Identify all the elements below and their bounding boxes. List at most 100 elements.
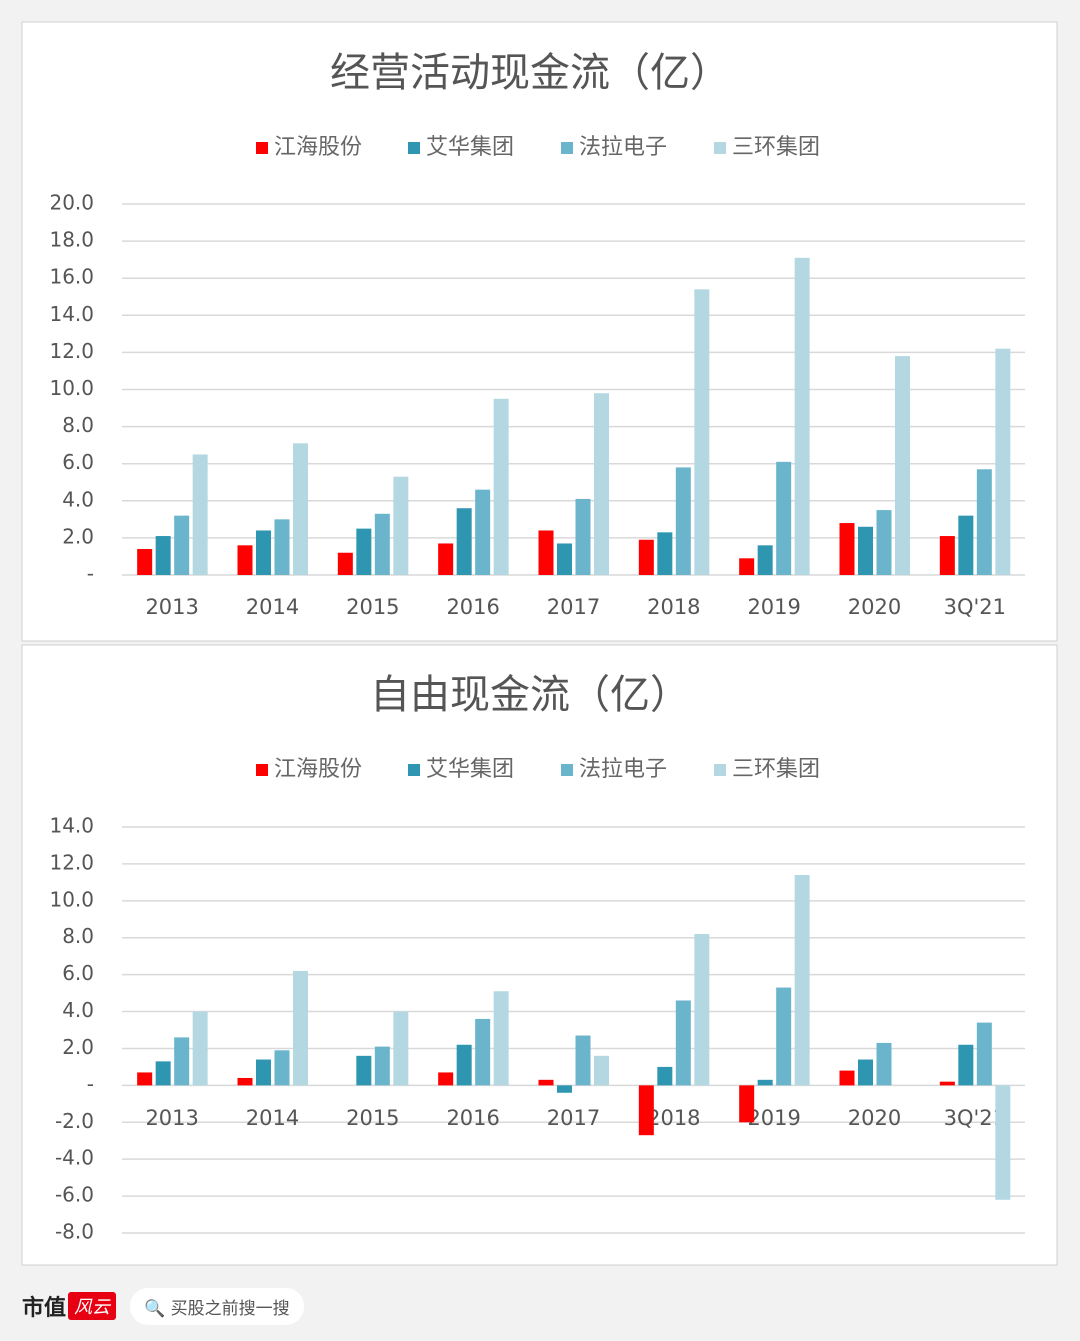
bar <box>493 991 509 1086</box>
bar <box>976 1022 992 1086</box>
x-tick-label: 2018 <box>647 1106 700 1130</box>
bar <box>438 1072 454 1086</box>
bar <box>374 1046 390 1086</box>
bar <box>976 469 992 575</box>
bar <box>675 1000 691 1086</box>
y-tick-label: 6.0 <box>62 450 94 474</box>
legend-swatch <box>408 142 420 154</box>
y-tick-label: 18.0 <box>49 228 94 252</box>
legend-label: 三环集团 <box>732 135 820 160</box>
legend-swatch <box>256 142 268 154</box>
x-tick-label: 2020 <box>848 1106 901 1130</box>
bar <box>393 476 409 575</box>
bar <box>739 558 755 575</box>
bar <box>256 1059 271 1086</box>
bar <box>493 398 509 575</box>
legend-label: 法拉电子 <box>579 757 667 782</box>
bar <box>192 1011 208 1086</box>
y-tick-label: - <box>87 562 94 586</box>
legend-swatch <box>714 764 726 776</box>
x-tick-label: 2015 <box>346 595 399 619</box>
bar <box>895 356 910 575</box>
bar <box>192 454 208 575</box>
x-tick-label: 2013 <box>145 1106 198 1130</box>
bar <box>657 1066 673 1086</box>
bar <box>675 467 691 575</box>
x-tick-label: 2016 <box>446 595 499 619</box>
legend-swatch <box>408 764 420 776</box>
bar <box>274 1050 290 1086</box>
chart-title: 经营活动现金流（亿） <box>330 50 730 96</box>
x-tick-label: 2015 <box>346 1106 399 1130</box>
y-tick-label: -4.0 <box>55 1146 94 1170</box>
y-tick-label: 8.0 <box>62 413 94 437</box>
bar <box>958 1044 974 1086</box>
bar <box>638 539 654 575</box>
bar <box>657 532 673 575</box>
bar <box>858 526 873 575</box>
legend-label: 法拉电子 <box>579 135 667 160</box>
y-tick-label: -8.0 <box>55 1220 94 1244</box>
y-tick-label: 16.0 <box>49 265 94 289</box>
x-tick-label: 2017 <box>547 1106 600 1130</box>
bar <box>475 1018 491 1086</box>
bar <box>393 1011 409 1086</box>
bar <box>958 515 974 575</box>
bar <box>757 545 773 575</box>
bar <box>694 934 710 1086</box>
bar <box>858 1059 873 1086</box>
legend-label: 艾华集团 <box>426 135 514 160</box>
bar <box>557 1085 572 1093</box>
bar <box>274 519 290 575</box>
y-tick-label: -2.0 <box>55 1109 94 1133</box>
bar <box>137 549 153 575</box>
search-box[interactable]: 🔍 买股之前搜一搜 <box>130 1287 304 1325</box>
bar <box>356 528 372 575</box>
legend-swatch <box>714 142 726 154</box>
bar <box>155 1061 171 1086</box>
y-tick-label: 12.0 <box>49 850 94 874</box>
y-tick-label: 8.0 <box>62 924 94 948</box>
panel <box>21 644 1058 1266</box>
y-tick-label: 4.0 <box>62 487 94 511</box>
bar <box>995 348 1011 575</box>
bar <box>293 443 308 575</box>
x-tick-label: 2019 <box>747 595 800 619</box>
bar <box>939 536 955 575</box>
bar <box>374 513 390 575</box>
bar <box>638 1085 654 1136</box>
legend-label: 江海股份 <box>274 757 362 782</box>
bar <box>794 257 810 575</box>
y-tick-label: 4.0 <box>62 998 94 1022</box>
bar <box>174 515 190 575</box>
y-tick-label: 10.0 <box>49 887 94 911</box>
legend-swatch <box>256 764 268 776</box>
x-tick-label: 3Q'21 <box>944 595 1006 619</box>
bar <box>995 1085 1011 1200</box>
y-tick-label: 14.0 <box>49 814 94 838</box>
bar <box>456 508 472 575</box>
legend-swatch <box>561 142 573 154</box>
bar <box>839 523 855 575</box>
bar <box>939 1081 955 1086</box>
bar <box>757 1079 773 1086</box>
bar <box>337 552 353 575</box>
bar <box>594 393 609 575</box>
y-tick-label: 12.0 <box>49 339 94 363</box>
bar <box>456 1044 472 1086</box>
bar <box>174 1037 190 1086</box>
legend-label: 艾华集团 <box>426 757 514 782</box>
bar <box>256 530 271 575</box>
y-tick-label: 14.0 <box>49 302 94 326</box>
bar <box>438 543 454 575</box>
charts: 经营活动现金流（亿）江海股份 艾华集团 法拉电子 三环集团-2.04.06.08.01… <box>21 21 1058 1266</box>
x-tick-label: 2018 <box>647 595 700 619</box>
x-tick-label: 2019 <box>747 1106 800 1130</box>
bar <box>293 970 308 1086</box>
bar <box>237 545 253 575</box>
legend-label: 江海股份 <box>274 135 362 160</box>
bar <box>794 874 810 1086</box>
legend-label: 三环集团 <box>732 757 820 782</box>
search-text: 买股之前搜一搜 <box>170 1298 290 1319</box>
chart-title: 自由现金流（亿） <box>370 672 690 718</box>
